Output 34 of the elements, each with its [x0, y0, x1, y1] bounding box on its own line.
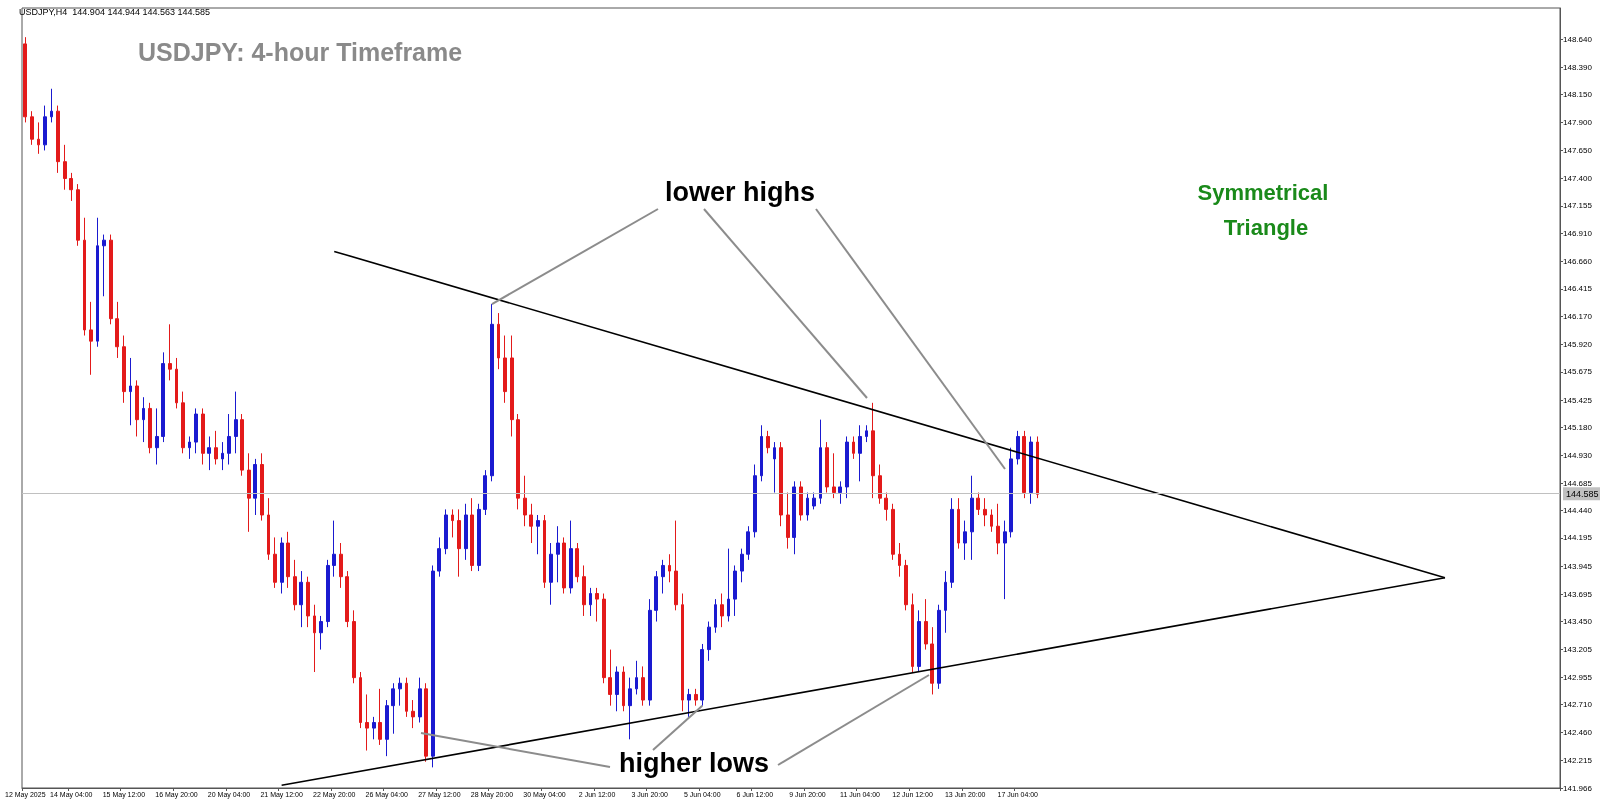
text: USDJPY: 4-hour Timeframe	[138, 37, 463, 66]
ref-line-label: 144.585	[1566, 488, 1599, 499]
y-tick-label: 142.460	[1563, 728, 1593, 738]
y-tick-label: 146.910	[1563, 228, 1593, 238]
annotation: Symmetrical Triangle	[1197, 179, 1335, 241]
y-tick-label: 147.650	[1563, 145, 1593, 155]
y-tick-label: 147.900	[1563, 117, 1593, 127]
y-tick-label: 143.450	[1563, 617, 1593, 627]
y-tick-label: 144.930	[1563, 451, 1593, 461]
chart-subtitle: USDJPY,H4 144.904 144.944 144.563 144.585	[19, 6, 210, 17]
y-tick-label: 145.675	[1563, 367, 1593, 377]
y-tick-label: 147.400	[1563, 173, 1593, 183]
y-tick-label: 146.415	[1563, 284, 1593, 294]
y-tick-label: 142.215	[1563, 755, 1593, 765]
annotation: higher lows	[618, 748, 770, 778]
y-tick-label: 147.155	[1563, 201, 1593, 211]
y-tick-label: 144.195	[1563, 533, 1593, 543]
y-tick-label: 146.660	[1563, 256, 1593, 266]
y-tick-label: 148.640	[1563, 34, 1593, 44]
y-tick-label: 145.180	[1563, 423, 1593, 432]
y-tick-label: 143.945	[1563, 561, 1593, 571]
y-tick-label: 145.920	[1563, 340, 1593, 349]
y-tick-label: 146.170	[1563, 311, 1593, 321]
y-tick-label: 142.710	[1563, 700, 1593, 710]
y-tick-label: 142.955	[1563, 672, 1593, 682]
y-tick-label: 144.685	[1563, 478, 1593, 488]
y-tick-label: 143.695	[1563, 589, 1593, 599]
y-tick-label: 148.390	[1563, 62, 1593, 72]
y-tick-label: 145.425	[1563, 395, 1593, 405]
y-tick-label: 148.150	[1563, 89, 1593, 99]
y-tick-label: 144.440	[1563, 506, 1593, 515]
annotation: lower highs	[664, 177, 816, 207]
y-tick-label: 143.205	[1563, 644, 1593, 654]
y-tick-label: 141.966	[1563, 783, 1593, 793]
